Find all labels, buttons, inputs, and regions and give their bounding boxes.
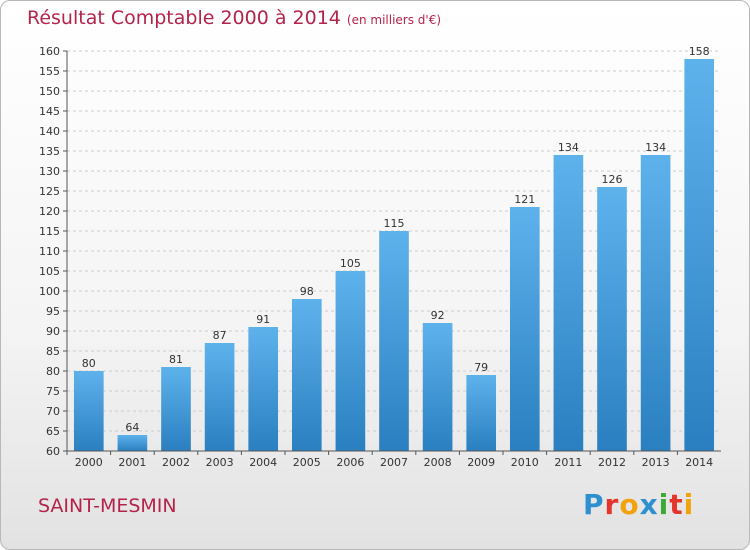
y-tick-label: 115 [39,225,60,238]
bar [509,207,540,451]
bar [640,155,671,451]
bar-value-label: 134 [645,141,666,154]
bar [291,299,322,451]
bar [204,343,235,451]
bar [379,231,409,451]
x-tick-label: 2014 [685,456,713,469]
bar-value-label: 91 [256,313,270,326]
x-axis: 2000 2001 2002 2003 2004 2005 2006 2007 2008 2009… [66,450,721,469]
bar-value-label: 79 [474,361,488,374]
y-tick-label: 95 [46,305,60,318]
y-tick-label: 140 [39,125,60,138]
x-tick-label: 2006 [336,456,364,469]
y-tick-label: 125 [39,185,60,198]
x-tick-label: 2012 [598,456,626,469]
bar [248,327,279,451]
bar-value-label: 126 [602,173,623,186]
x-tick-label: 2002 [162,456,190,469]
logo-letter: P [583,488,605,521]
bar-value-label: 115 [384,217,405,230]
chart-subtitle: (en milliers d'€) [346,13,442,27]
bar-value-label: 64 [125,421,139,434]
logo-letter: r [604,488,620,521]
city-name: SAINT-MESMIN [38,495,177,517]
y-tick-label: 135 [39,145,60,158]
y-tick-label: 80 [46,365,60,378]
bar [73,371,104,451]
bar [597,187,627,451]
bar-value-label: 92 [431,309,445,322]
bar [161,367,191,451]
x-tick-label: 2003 [206,456,234,469]
y-tick-label: 90 [46,325,60,338]
y-tick-label: 100 [39,285,60,298]
logo-letter: o [619,488,640,521]
logo-letter: i [683,488,695,521]
y-tick-label: 60 [46,445,60,458]
logo-letter: i [658,488,670,521]
x-tick-label: 2001 [118,456,146,469]
chart-title: Résultat Comptable 2000 à 2014 (en millie… [27,7,441,29]
proxiti-logo: Proxiti [583,488,694,521]
bar-value-label: 158 [689,45,710,58]
x-tick-label: 2011 [554,456,582,469]
y-tick-label: 105 [39,265,60,278]
x-tick-label: 2010 [511,456,539,469]
y-tick-label: 155 [39,65,60,78]
x-tick-label: 2013 [642,456,670,469]
x-tick-label: 2009 [467,456,495,469]
x-tick-label: 2004 [249,456,277,469]
chart-title-text: Résultat Comptable 2000 à 2014 [27,7,341,29]
bar [553,155,584,451]
y-tick-label: 65 [46,425,60,438]
y-tick-label: 160 [39,45,60,58]
y-tick-label: 85 [46,345,60,358]
logo-letter: t [669,488,684,521]
y-axis: 60 65 70 75 80 85 90 95 100 105 110 115 120 125 130 135… [39,45,68,458]
y-tick-label: 145 [39,105,60,118]
bar-value-label: 105 [340,257,361,270]
y-tick-label: 130 [39,165,60,178]
bar-value-label: 134 [558,141,579,154]
bar [466,375,497,451]
x-tick-label: 2005 [293,456,321,469]
y-tick-label: 150 [39,85,60,98]
x-tick-label: 2000 [75,456,103,469]
y-tick-label: 70 [46,405,60,418]
x-tick-label: 2007 [380,456,408,469]
y-tick-label: 120 [39,205,60,218]
bar [335,271,366,451]
bar [117,435,148,451]
bar [684,59,715,451]
bar-value-label: 98 [300,285,314,298]
bar-value-label: 80 [82,357,96,370]
bar-value-label: 87 [213,329,227,342]
logo-letter: x [639,488,659,521]
bar-value-label: 81 [169,353,183,366]
bar-value-label: 121 [514,193,535,206]
y-tick-label: 110 [39,245,60,258]
bar [422,323,453,451]
y-tick-label: 75 [46,385,60,398]
bars: 80 64 81 87 91 98 105 115 92 79 121 134 126 134 158 [73,45,715,451]
x-tick-label: 2008 [424,456,452,469]
